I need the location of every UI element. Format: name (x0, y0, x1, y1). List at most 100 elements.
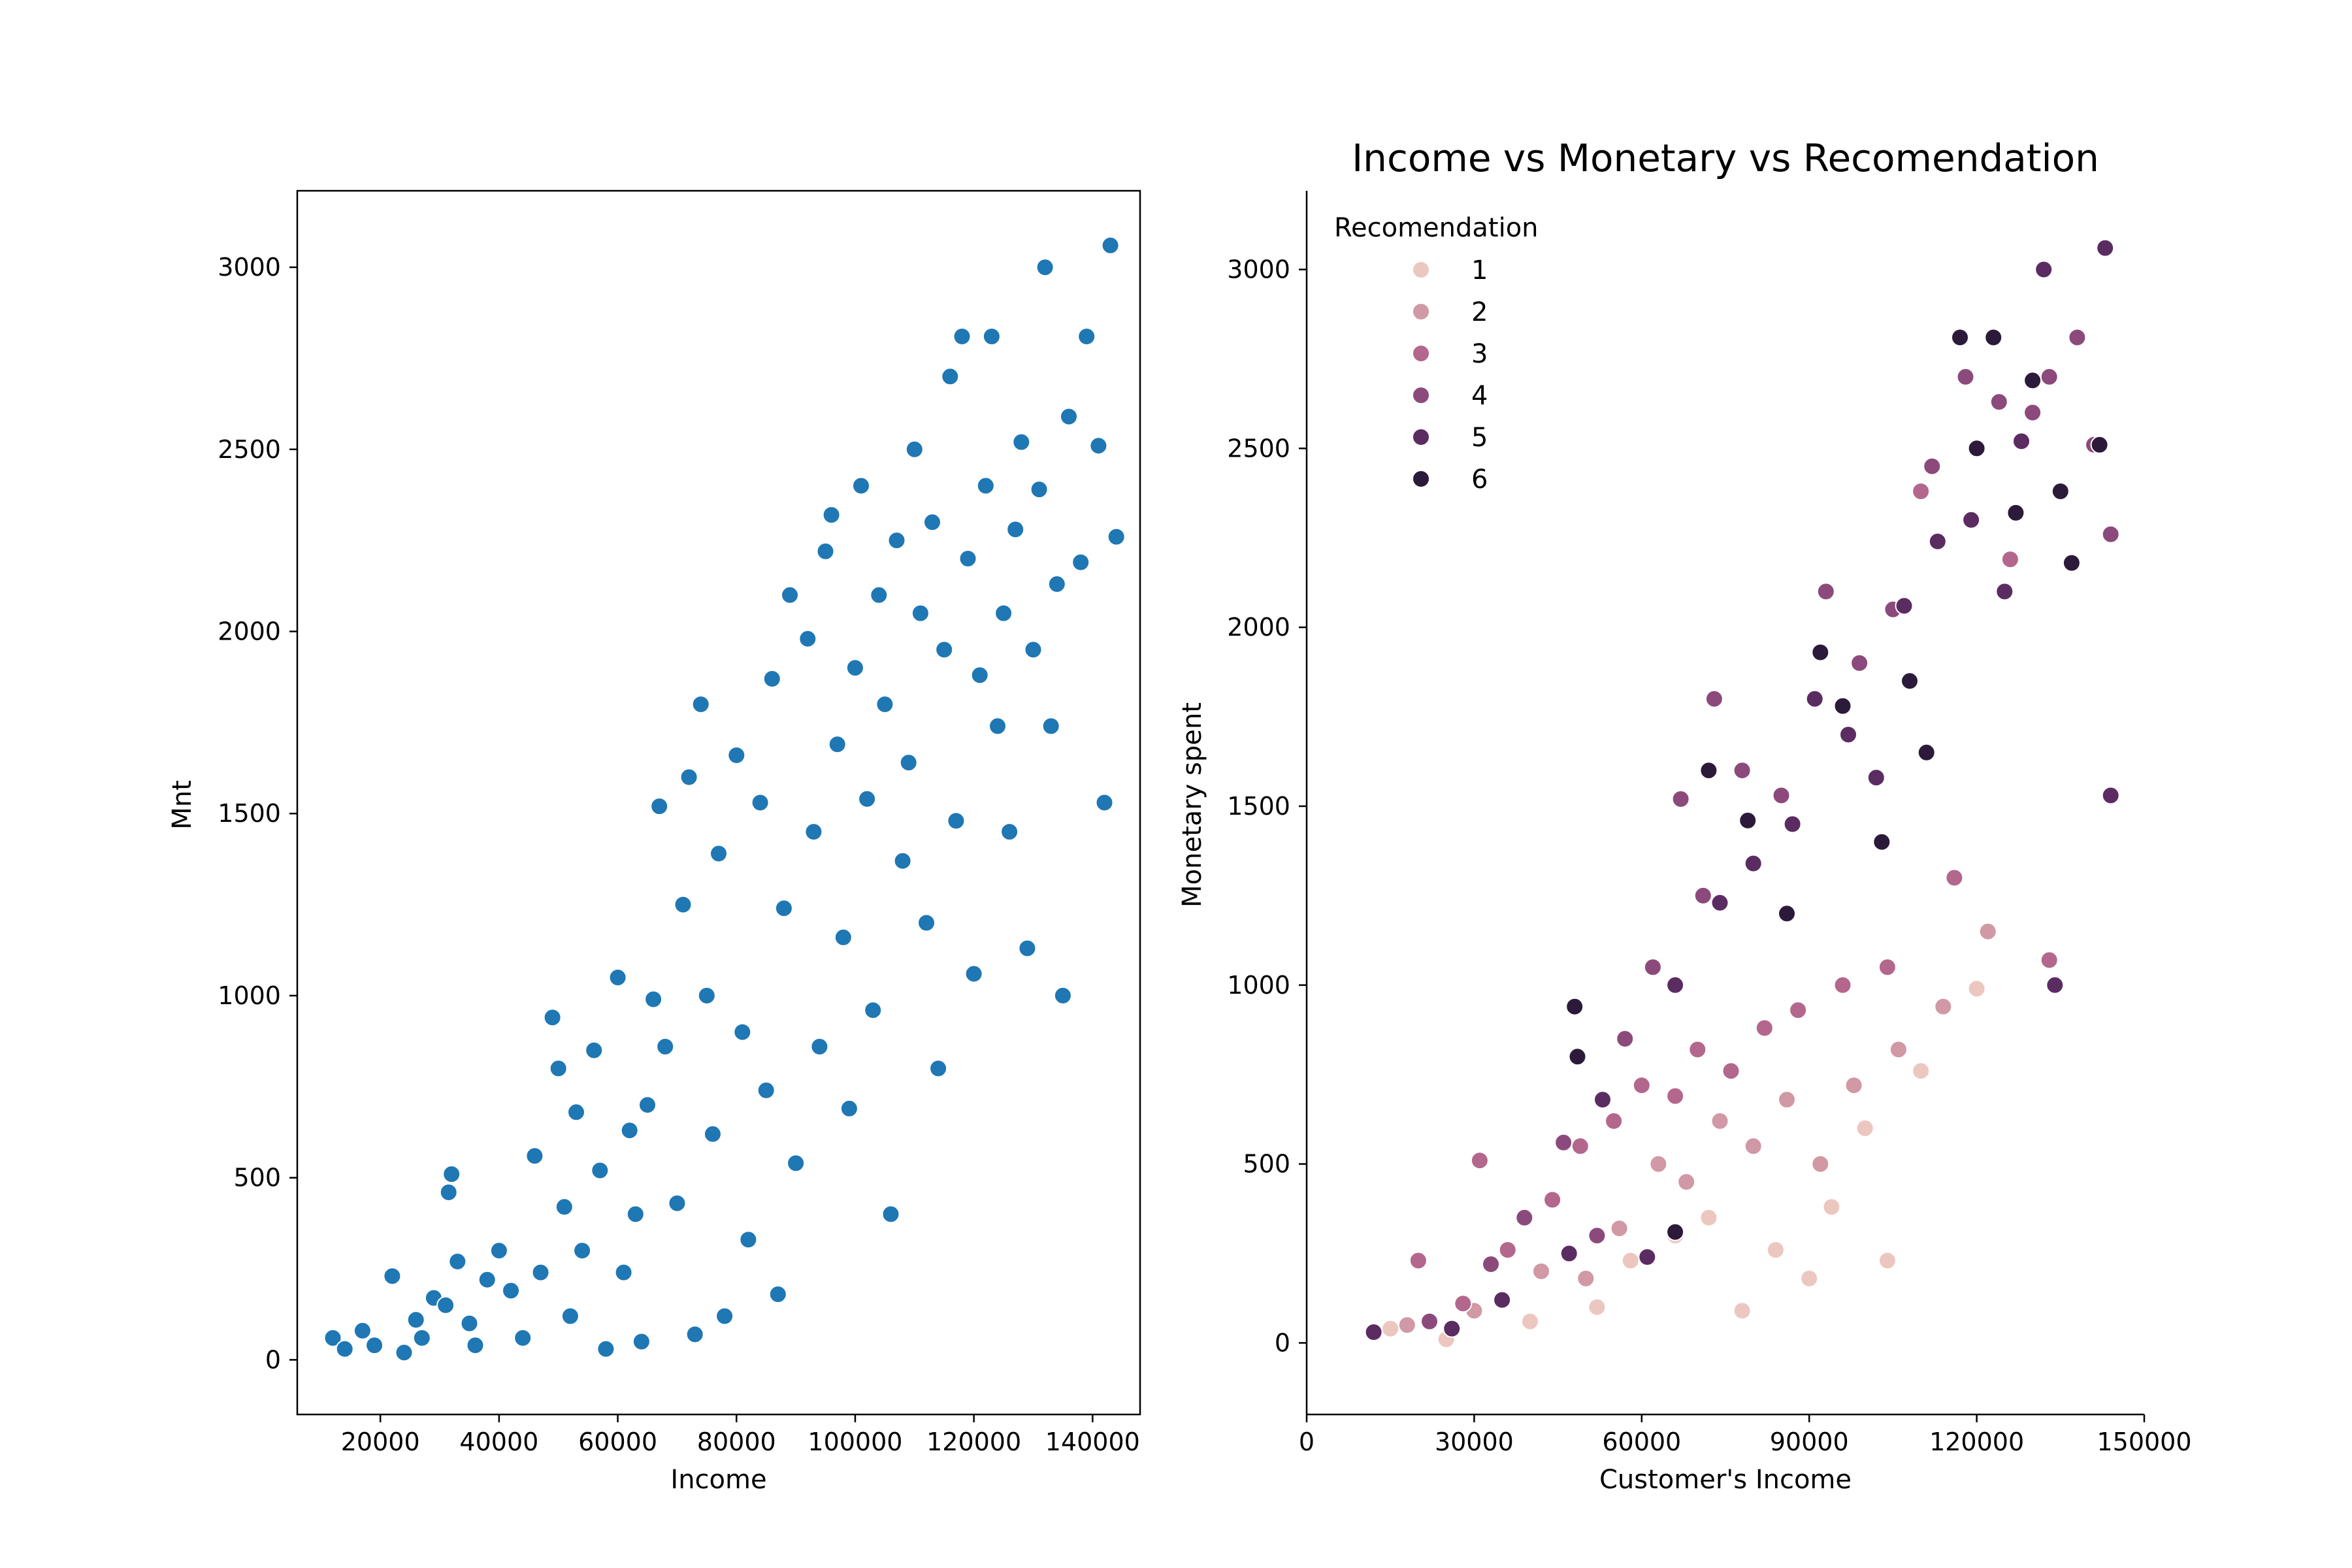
scatter-point (674, 895, 693, 914)
scatter-point (1588, 1298, 1607, 1316)
scatter-point (573, 1241, 592, 1260)
scatter-point (1089, 436, 1108, 455)
scatter-point (1621, 1251, 1640, 1270)
scatter-point (685, 1325, 704, 1344)
scatter-point (887, 531, 906, 550)
scatter-point (1895, 596, 1914, 615)
scatter-point (1693, 886, 1712, 905)
scatter-point (1053, 986, 1072, 1005)
scatter-point (1409, 1251, 1428, 1270)
x-tick-label: 90000 (1770, 1428, 1849, 1456)
scatter-point (1543, 1190, 1562, 1209)
legend-label: 2 (1471, 297, 1488, 327)
scatter-point (436, 1296, 455, 1315)
legend-marker (1412, 428, 1430, 446)
scatter-point (656, 1037, 675, 1056)
scatter-point (2001, 550, 2019, 569)
scatter-point (365, 1336, 384, 1355)
scatter-point (1912, 1062, 1931, 1081)
scatter-point (1744, 854, 1763, 873)
scatter-point (816, 542, 835, 561)
scatter-point (679, 768, 698, 787)
legend-label: 5 (1471, 423, 1488, 453)
scatter-point (1995, 582, 2014, 601)
scatter-point (1722, 1062, 1740, 1081)
scatter-point (1364, 1323, 1383, 1341)
scatter-point (822, 506, 841, 525)
y-tick-label: 1000 (1227, 971, 1290, 1000)
scatter-point (406, 1311, 425, 1330)
chart-title: Income vs Monetary vs Recomendation (1352, 136, 2099, 180)
legend-label: 1 (1471, 255, 1488, 286)
scatter-point (1443, 1319, 1462, 1338)
scatter-point (2023, 371, 2042, 390)
y-axis-ticks: 0 500 1000 1500 2000 2500 3000 (218, 253, 297, 1374)
x-tick-label: 60000 (578, 1428, 657, 1456)
y-tick-label: 1500 (1227, 792, 1290, 821)
scatter-point (875, 695, 894, 713)
scatter-point (739, 1230, 758, 1249)
scatter-point (1772, 786, 1791, 805)
scatter-point (1705, 689, 1723, 708)
scatter-point (1632, 1076, 1651, 1095)
x-tick-label: 120000 (1929, 1428, 2024, 1456)
scatter-point (1101, 236, 1120, 255)
y-tick-label: 500 (233, 1164, 281, 1192)
scatter-point (1811, 1154, 1830, 1173)
scatter-point (1878, 958, 1897, 977)
scatter-point (1616, 1030, 1635, 1048)
scatter-point (988, 717, 1007, 736)
scatter-point (1816, 582, 1835, 601)
income-vs-monetary-recommendation-chart: Income vs Monetary vs Recomendation 0 300… (1177, 136, 2192, 1495)
scatter-points (1364, 238, 2120, 1348)
scatter-point (1733, 1301, 1752, 1320)
scatter-point (1805, 689, 1824, 708)
scatter-point (1041, 717, 1060, 736)
scatter-point (2101, 786, 2120, 805)
scatter-point (1018, 939, 1037, 958)
scatter-point (1744, 1137, 1763, 1156)
scatter-point (323, 1328, 342, 1347)
scatter-point (1872, 832, 1891, 851)
scatter-point (1822, 1198, 1841, 1217)
scatter-point (626, 1205, 645, 1224)
x-tick-label: 120000 (926, 1428, 1021, 1456)
scatter-point (970, 666, 989, 685)
scatter-point (1878, 1251, 1897, 1270)
scatter-point (953, 327, 972, 346)
scatter-point (383, 1267, 402, 1286)
scatter-point (1755, 1019, 1774, 1037)
scatter-point (1989, 393, 2008, 412)
scatter-point (1811, 643, 1830, 662)
scatter-point (762, 670, 781, 688)
y-tick-label: 2500 (1227, 434, 1290, 463)
scatter-point (1482, 1255, 1500, 1273)
scatter-point (1047, 575, 1066, 593)
scatter-point (489, 1241, 508, 1260)
x-tick-label: 80000 (697, 1428, 776, 1456)
scatter-point (525, 1147, 544, 1166)
scatter-point (1677, 1173, 1696, 1191)
scatter-point (650, 797, 669, 816)
scatter-point (1917, 743, 1936, 762)
scatter-point (2090, 435, 2109, 454)
x-tick-label: 100000 (808, 1428, 902, 1456)
x-tick-label: 40000 (459, 1428, 538, 1456)
scatter-point (845, 659, 864, 678)
scatter-point (1833, 696, 1852, 715)
scatter-point (1839, 725, 1857, 744)
scatter-point (1928, 532, 1947, 551)
scatter-point (585, 1041, 604, 1060)
plot-frame (296, 189, 1141, 1416)
scatter-point (1588, 1226, 1607, 1245)
scatter-point (353, 1321, 372, 1340)
scatter-point (2096, 238, 2115, 257)
x-tick-label: 140000 (1045, 1428, 1140, 1456)
scatter-point (1844, 1076, 1863, 1095)
scatter-point (1778, 1090, 1796, 1109)
scatter-point (828, 735, 847, 754)
scatter-point (1867, 768, 1886, 787)
scatter-point (632, 1332, 651, 1351)
scatter-point (697, 986, 716, 1005)
y-tick-label: 3000 (1227, 255, 1290, 284)
